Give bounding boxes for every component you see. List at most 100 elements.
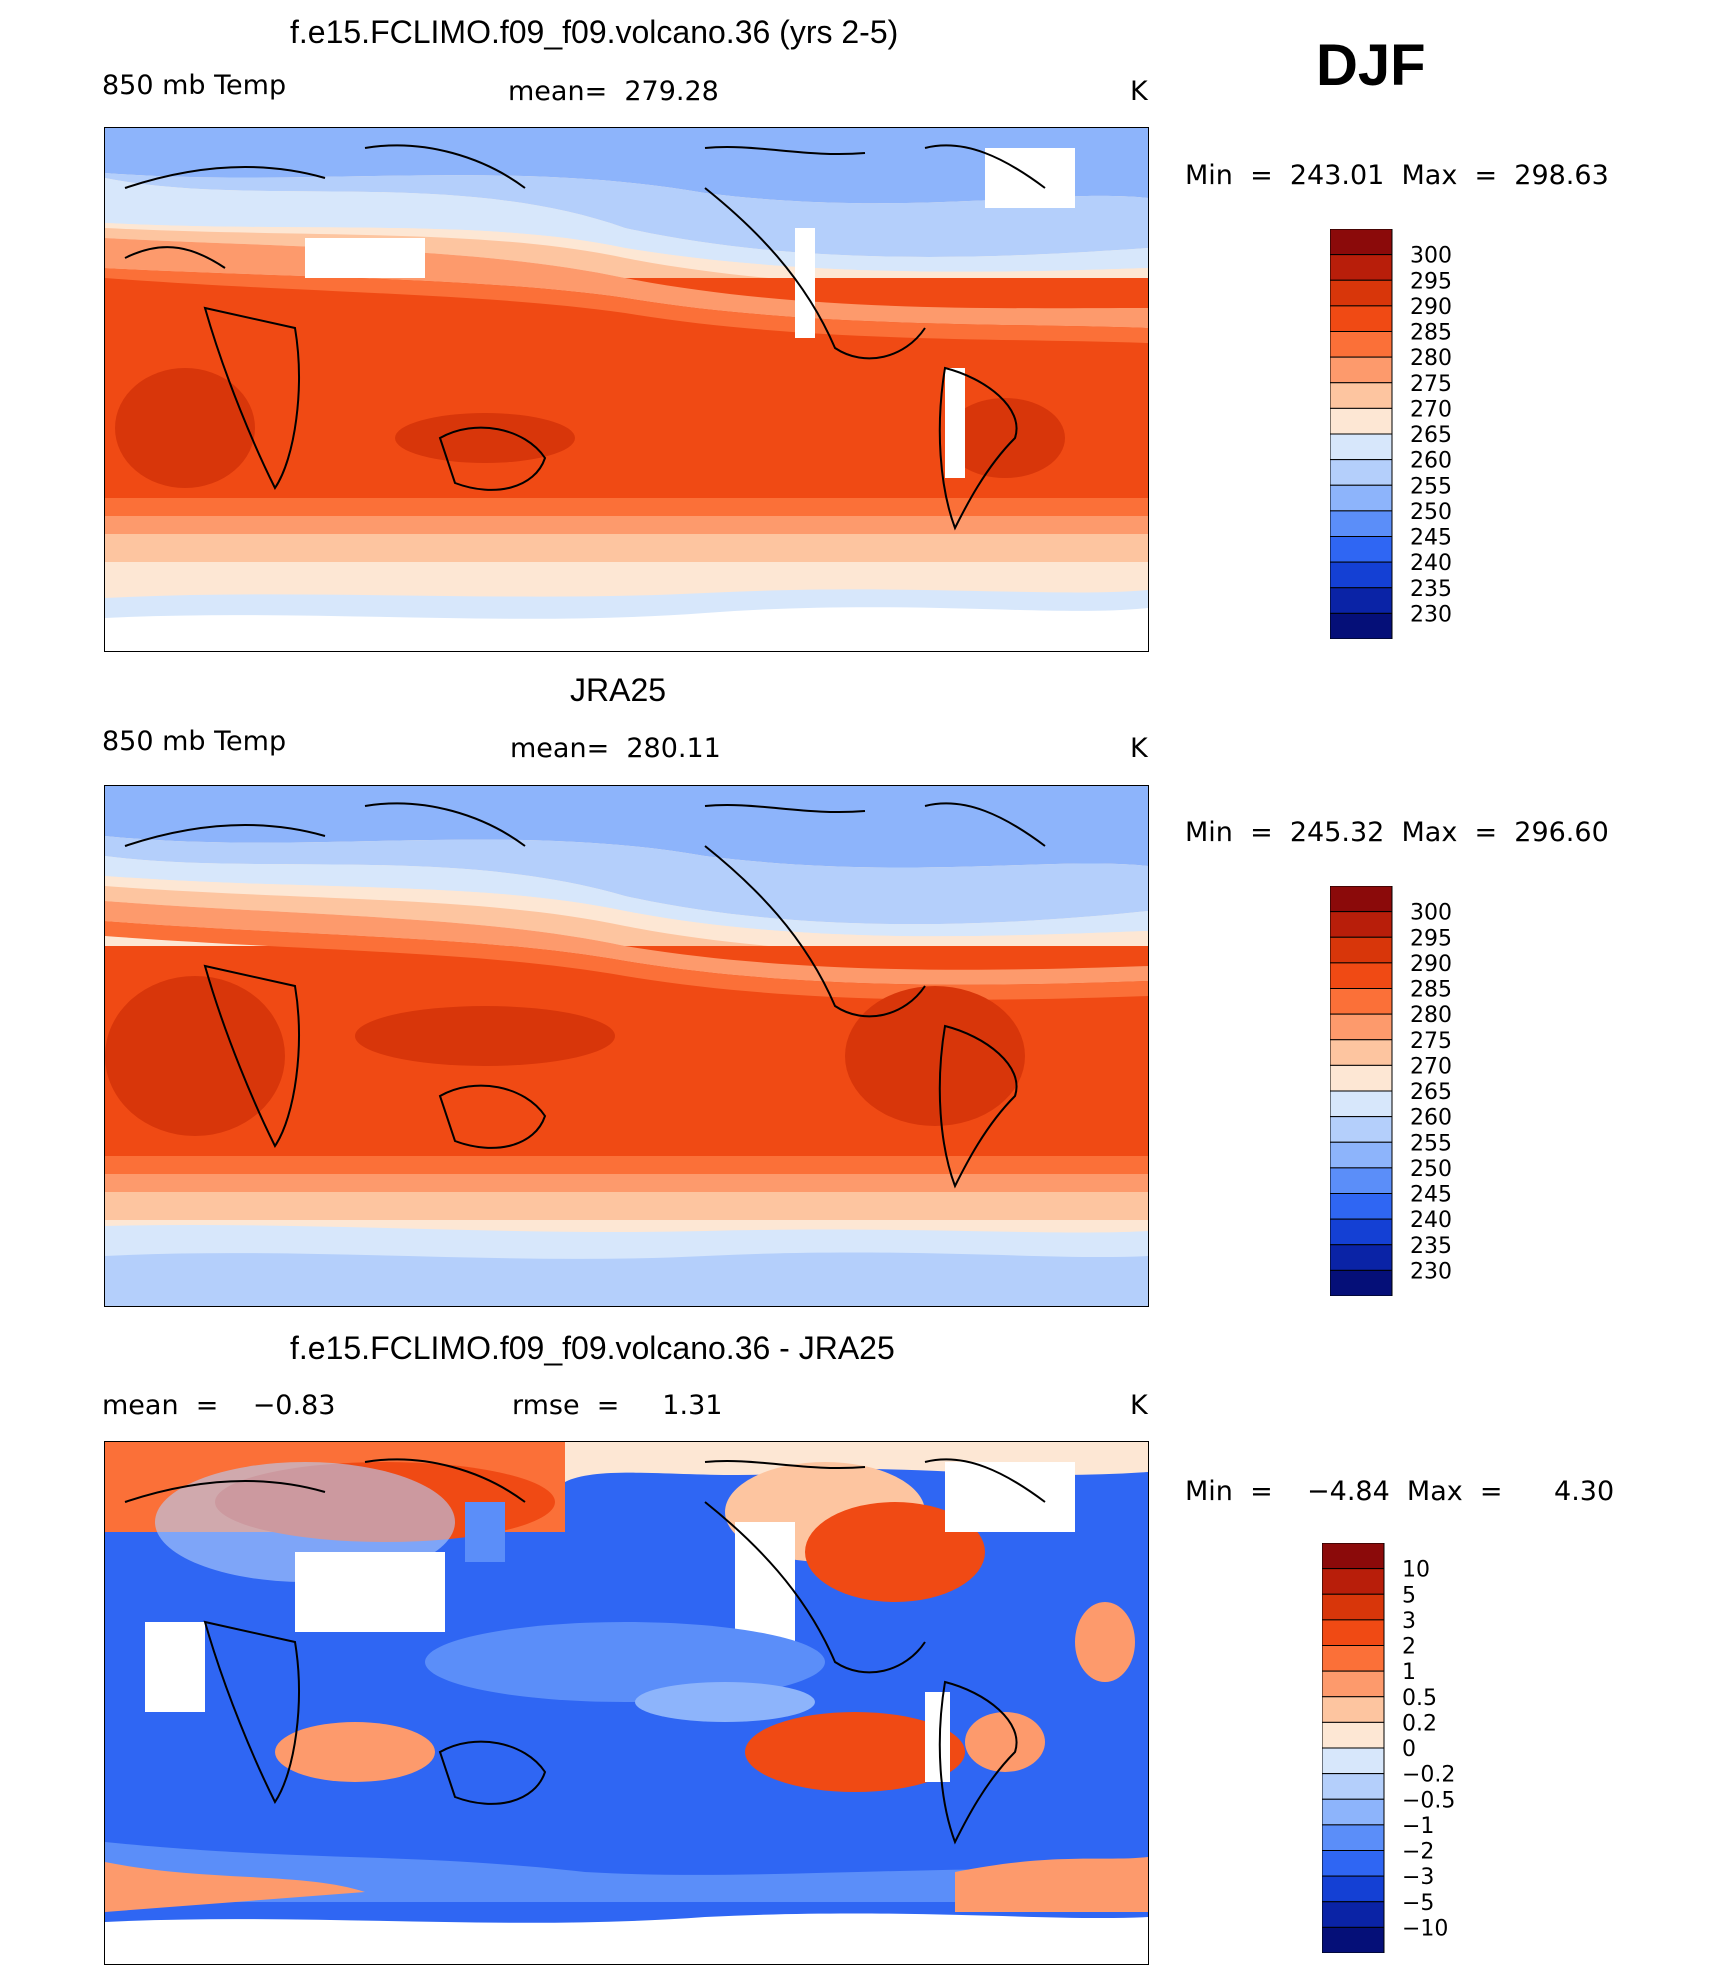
panel-3-range: Min = −4.84 Max = 4.30 (1185, 1476, 1615, 1507)
colorbar-swatch (1321, 1824, 1385, 1851)
colorbar-tick-label: 240 (1410, 551, 1452, 576)
colorbar-tick-label: 235 (1410, 577, 1452, 602)
colorbar-tick-label: 280 (1410, 346, 1452, 371)
panel-3-colorbar: 10 5 3 2 1 0.5 0.2 0 −0.2 −0.5 −1 −2 −3 −5 −10 (1321, 1542, 1455, 1954)
colorbar-tick-label: 5 (1402, 1583, 1416, 1608)
colorbar-swatch (1329, 279, 1393, 307)
colorbar-tick-label: 0.2 (1402, 1711, 1437, 1736)
colorbar-swatch (1329, 1193, 1393, 1220)
panel-3-field (105, 1442, 1148, 1964)
colorbar-swatch (1321, 1645, 1385, 1672)
panel-3-mean-label: mean = −0.83 (102, 1390, 336, 1421)
colorbar-swatch (1329, 1090, 1393, 1118)
colorbar-tick-label: 280 (1410, 1003, 1452, 1028)
colorbar-tick-label: 245 (1410, 1183, 1452, 1208)
panel-1-colorbar: 300 295 290 285 280 275 270 265 260 255 250 245 240 2… (1329, 228, 1452, 640)
colorbar-tick-label: −10 (1402, 1916, 1448, 1941)
colorbar-tick-label: 0 (1402, 1737, 1416, 1762)
panel-2-range: Min = 245.32 Max = 296.60 (1185, 817, 1609, 848)
panel-3-units: K (1130, 1390, 1148, 1421)
colorbar-swatch (1329, 1167, 1393, 1194)
panel-2-colorbar-svg: 3002952902852802752702652602552502452402… (1329, 885, 1452, 1297)
colorbar-swatch (1321, 1926, 1385, 1954)
panel-1-field (105, 128, 1148, 651)
colorbar-swatch (1321, 1773, 1385, 1800)
panel-2-colorbar: 300 295 290 285 280 275 270 265 260 255 250 245 240 2… (1329, 885, 1452, 1297)
colorbar-swatch (1329, 1013, 1393, 1041)
colorbar-tick-label: −1 (1402, 1814, 1434, 1839)
colorbar-swatch (1329, 936, 1393, 964)
colorbar-tick-label: 260 (1410, 449, 1452, 474)
colorbar-swatch (1321, 1875, 1385, 1903)
colorbar-swatch (1329, 484, 1393, 512)
colorbar-swatch (1329, 962, 1393, 989)
colorbar-swatch (1329, 1269, 1393, 1297)
colorbar-tick-label: −3 (1402, 1865, 1434, 1890)
colorbar-tick-label: 290 (1410, 295, 1452, 320)
colorbar-swatch (1329, 911, 1393, 938)
colorbar-tick-label: 0.5 (1402, 1686, 1437, 1711)
colorbar-swatch (1329, 1039, 1393, 1066)
colorbar-tick-label: 245 (1410, 526, 1452, 551)
panel-1-title: f.e15.FCLIMO.f09_f09.volcano.36 (yrs 2-5… (290, 14, 899, 50)
colorbar-tick-label: 300 (1410, 901, 1452, 926)
colorbar-tick-label: 285 (1410, 321, 1452, 346)
panel-2-title: JRA25 (570, 672, 667, 708)
panel-2-field (105, 786, 1148, 1306)
colorbar-swatch (1329, 1244, 1393, 1271)
colorbar-tick-label: 240 (1410, 1208, 1452, 1233)
colorbar-swatch (1321, 1798, 1385, 1826)
panel-1-variable-label: 850 mb Temp (102, 70, 287, 101)
colorbar-swatch (1329, 1064, 1393, 1092)
colorbar-tick-label: 250 (1410, 500, 1452, 525)
colorbar-swatch (1329, 305, 1393, 332)
colorbar-tick-label: 270 (1410, 397, 1452, 422)
panel-1-colorbar-svg: 3002952902852802752702652602552502452402… (1329, 228, 1452, 640)
colorbar-swatch (1329, 228, 1393, 256)
colorbar-tick-label: 275 (1410, 1029, 1452, 1054)
colorbar-swatch (1329, 407, 1393, 435)
colorbar-tick-label: 10 (1402, 1558, 1430, 1583)
colorbar-tick-label: 235 (1410, 1234, 1452, 1259)
colorbar-tick-label: 3 (1402, 1609, 1416, 1634)
panel-2-units: K (1130, 733, 1148, 764)
colorbar-swatch (1321, 1850, 1385, 1877)
colorbar-swatch (1329, 382, 1393, 409)
colorbar-swatch (1321, 1619, 1385, 1646)
colorbar-tick-label: 290 (1410, 952, 1452, 977)
colorbar-swatch (1321, 1696, 1385, 1723)
panel-2-variable-label: 850 mb Temp (102, 726, 287, 757)
colorbar-tick-label: −0.2 (1402, 1763, 1455, 1788)
colorbar-tick-label: 265 (1410, 1080, 1452, 1105)
colorbar-swatch (1329, 587, 1393, 614)
colorbar-swatch (1329, 331, 1393, 358)
colorbar-swatch (1321, 1901, 1385, 1928)
colorbar-tick-label: −2 (1402, 1840, 1434, 1865)
colorbar-tick-label: 2 (1402, 1635, 1416, 1660)
colorbar-tick-label: 230 (1410, 1259, 1452, 1284)
colorbar-tick-label: 230 (1410, 602, 1452, 627)
colorbar-swatch (1329, 1116, 1393, 1143)
colorbar-swatch (1329, 459, 1393, 486)
panel-3-rmse-label: rmse = 1.31 (512, 1390, 723, 1421)
season-label: DJF (1316, 33, 1426, 98)
panel-1-range: Min = 243.01 Max = 298.63 (1185, 160, 1609, 191)
colorbar-tick-label: 275 (1410, 372, 1452, 397)
colorbar-swatch (1329, 612, 1393, 640)
colorbar-swatch (1329, 254, 1393, 281)
colorbar-swatch (1329, 988, 1393, 1015)
colorbar-swatch (1329, 1141, 1393, 1169)
colorbar-swatch (1329, 561, 1393, 589)
colorbar-tick-label: −5 (1402, 1891, 1434, 1916)
colorbar-swatch (1329, 356, 1393, 384)
panel-2-map (104, 785, 1149, 1307)
panel-3-title: f.e15.FCLIMO.f09_f09.volcano.36 - JRA25 (290, 1330, 895, 1366)
colorbar-tick-label: 300 (1410, 244, 1452, 269)
colorbar-tick-label: 255 (1410, 1131, 1452, 1156)
colorbar-swatch (1321, 1721, 1385, 1749)
colorbar-tick-label: 250 (1410, 1157, 1452, 1182)
colorbar-swatch (1321, 1670, 1385, 1698)
panel-1-map (104, 127, 1149, 652)
colorbar-tick-label: 255 (1410, 474, 1452, 499)
